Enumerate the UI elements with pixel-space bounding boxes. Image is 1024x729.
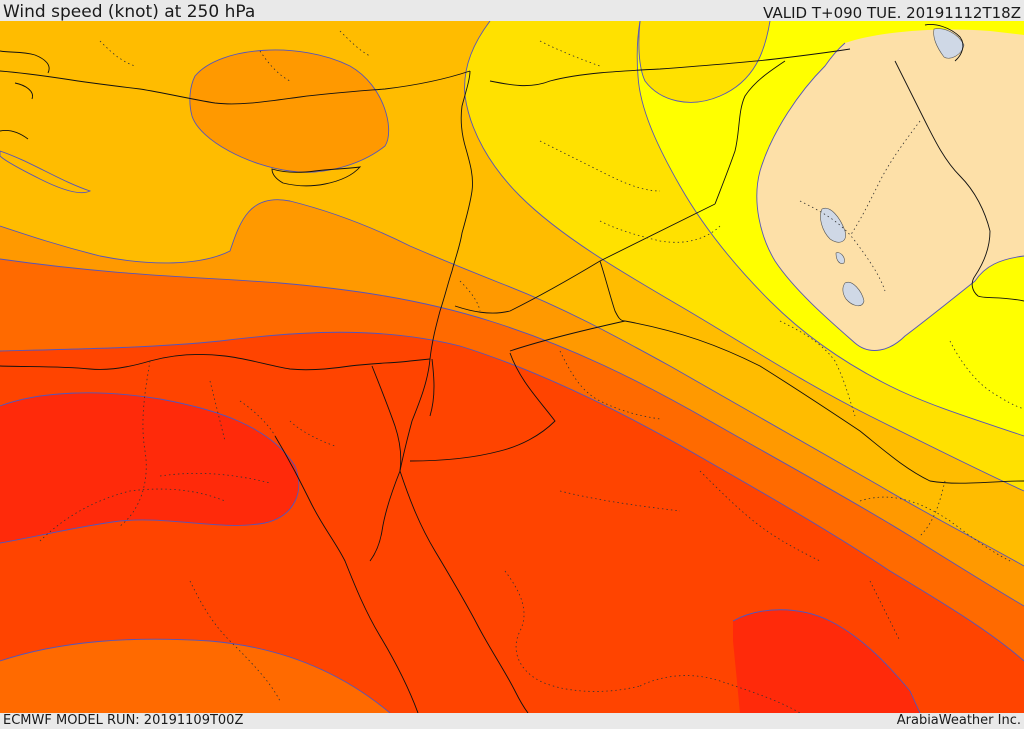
contour-lines	[0, 21, 1024, 713]
credit-label: ArabiaWeather Inc.	[896, 713, 1021, 728]
coastlines	[0, 24, 1024, 713]
map-footer: ECMWF MODEL RUN: 20191109T00Z ArabiaWeat…	[0, 713, 1024, 729]
model-run-label: ECMWF MODEL RUN: 20191109T00Z	[3, 713, 244, 728]
map-header: Wind speed (knot) at 250 hPa VALID T+090…	[0, 0, 1024, 22]
band-5-blob	[189, 49, 389, 173]
band-8-west	[0, 392, 299, 543]
lakes	[820, 28, 965, 307]
band-1-area	[756, 29, 1024, 351]
wind-speed-map	[0, 21, 1024, 713]
band-8-southeast	[733, 609, 920, 713]
admin-boundaries	[39, 30, 1024, 713]
valid-time: VALID T+090 TUE. 20191112T18Z	[763, 4, 1021, 22]
band-3-island	[638, 21, 770, 103]
map-title: Wind speed (knot) at 250 hPa	[3, 2, 256, 22]
band-6-south	[0, 639, 390, 713]
